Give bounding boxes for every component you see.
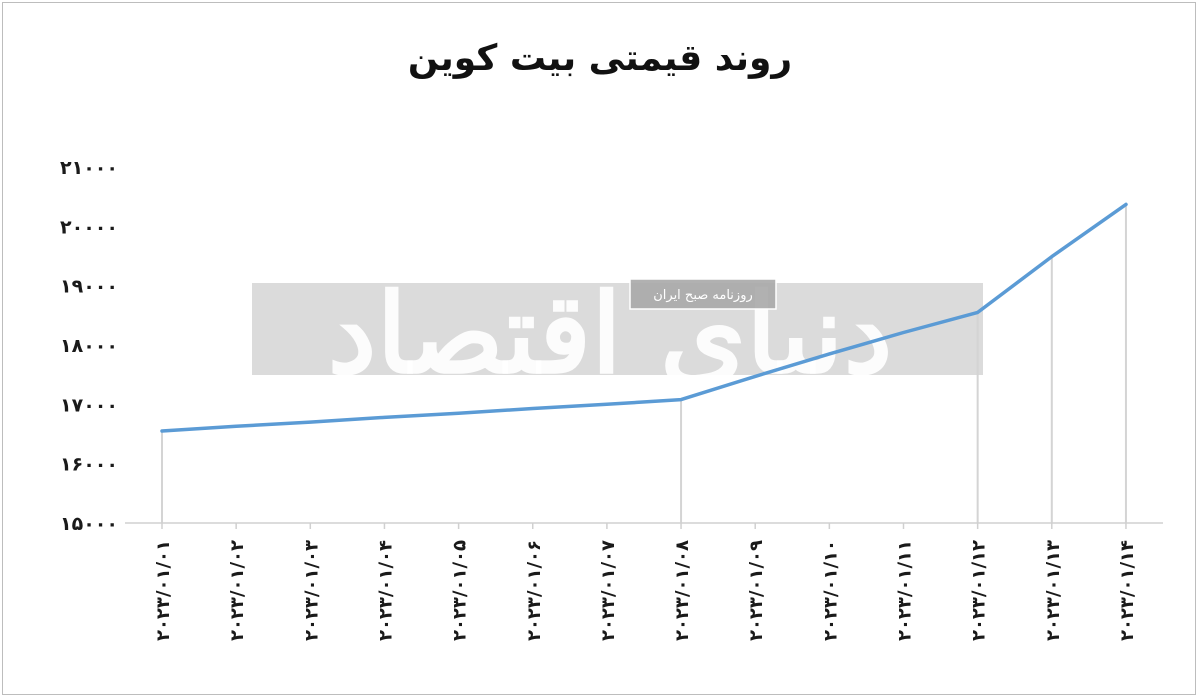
x-tick-label: ۲۰۲۳/۰۱/۰۸ (672, 540, 693, 641)
x-tick-label: ۲۰۲۳/۰۱/۰۴ (375, 540, 396, 641)
x-tick-label: ۲۰۲۳/۰۱/۰۷ (598, 540, 619, 641)
x-tick-label: ۲۰۲۳/۰۱/۰۵ (450, 540, 471, 641)
y-tick-label: ۱۹۰۰۰ (60, 276, 118, 298)
watermark-band (252, 283, 983, 375)
y-tick-label: ۱۸۰۰۰ (60, 335, 118, 357)
x-tick-label: ۲۰۲۳/۰۱/۰۲ (227, 540, 248, 641)
watermark-subtitle: روزنامه صبح ایران (653, 288, 753, 303)
x-tick-label: ۲۰۲۳/۰۱/۱۱ (895, 540, 916, 641)
chart-title: روند قیمتی بیت کوین (407, 38, 793, 79)
x-tick-label: ۲۰۲۳/۰۱/۱۳ (1043, 540, 1064, 641)
watermark-brand: دنیای اقتصاد (328, 269, 893, 398)
x-tick-label: ۲۰۲۳/۰۱/۰۱ (153, 540, 174, 641)
series-line (160, 202, 1128, 433)
x-tick-label: ۲۰۲۳/۰۱/۱۴ (1117, 540, 1138, 641)
x-tick-label: ۲۰۲۳/۰۱/۰۶ (524, 540, 545, 641)
y-tick-label: ۱۷۰۰۰ (60, 394, 118, 416)
y-tick-label: ۲۱۰۰۰ (60, 157, 118, 179)
x-tick-label: ۲۰۲۳/۰۱/۰۳ (301, 540, 322, 641)
x-tick-label: ۲۰۲۳/۰۱/۱۰ (820, 540, 841, 641)
y-tick-label: ۱۵۰۰۰ (60, 513, 118, 535)
y-tick-label: ۲۰۰۰۰ (60, 216, 118, 238)
watermark: دنیای اقتصاد روزنامه صبح ایران (252, 269, 983, 398)
y-tick-label: ۱۶۰۰۰ (60, 454, 118, 476)
x-tick-label: ۲۰۲۳/۰۱/۰۹ (746, 540, 767, 641)
watermark-subtitle-box (629, 278, 777, 310)
x-tick-label: ۲۰۲۳/۰۱/۱۲ (969, 540, 990, 641)
